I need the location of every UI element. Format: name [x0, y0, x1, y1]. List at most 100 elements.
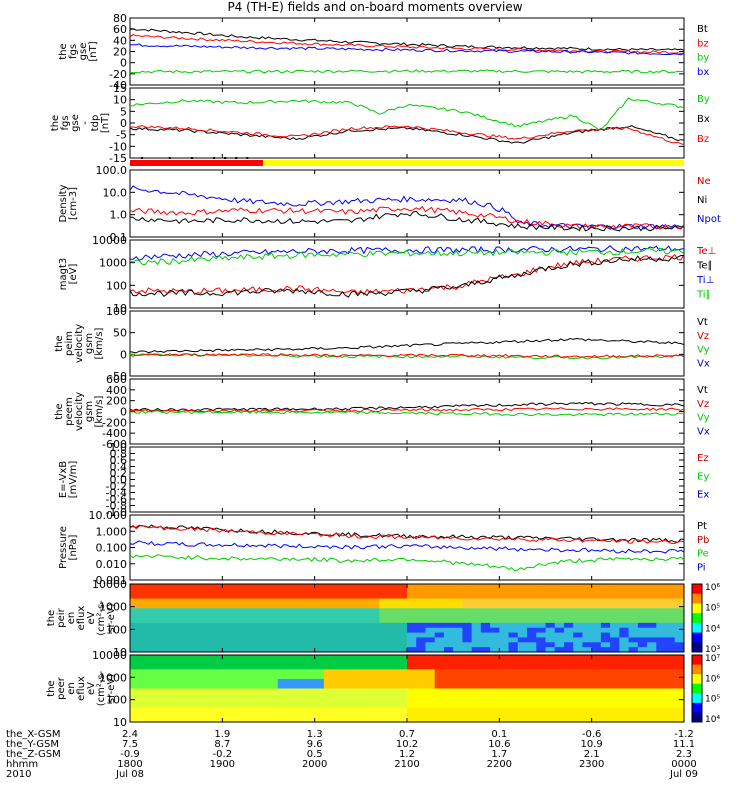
- spectrogram-cell: [166, 702, 177, 709]
- spectrogram-cell: [286, 674, 297, 680]
- spectrogram-cell: [139, 588, 149, 595]
- y-tick-label: -200: [102, 416, 127, 429]
- spectrogram-cell: [407, 707, 417, 713]
- spectrogram-cell: [656, 588, 667, 595]
- y-tick-label: -20: [109, 68, 127, 81]
- spectrogram-cell: [157, 669, 168, 675]
- spectrogram-cell: [416, 642, 426, 648]
- spectrogram-cell: [582, 627, 593, 634]
- spectrogram-cell: [148, 688, 159, 694]
- spectrogram-cell: [323, 637, 334, 643]
- spectrogram-cell: [130, 664, 140, 670]
- legend-entry: Vt: [697, 317, 708, 328]
- spectrogram-cell: [536, 613, 546, 619]
- spectrogram-cell: [148, 669, 159, 675]
- spectrogram-cell: [323, 693, 334, 699]
- spectrogram-cell: [296, 688, 306, 694]
- spectrogram-cell: [342, 598, 353, 604]
- spectrogram-cell: [647, 698, 657, 704]
- spectrogram-cell: [425, 637, 436, 643]
- spectrogram-cell: [231, 632, 242, 638]
- spectrogram-cell: [379, 622, 390, 629]
- spectrogram-cell: [323, 664, 334, 670]
- y-tick-label: 1.0: [110, 209, 128, 222]
- spectrogram-cell: [259, 603, 269, 609]
- spectrogram-cell: [194, 712, 205, 718]
- spectrogram-cell: [203, 588, 214, 595]
- spectrogram-cell: [379, 693, 390, 699]
- spectrogram-cell: [610, 642, 620, 648]
- x-axis-row-value: Jul 08: [115, 769, 144, 780]
- spectrogram-cell: [471, 717, 482, 723]
- x-axis-row-value: 2.3: [676, 749, 692, 760]
- spectrogram-cell: [296, 642, 306, 648]
- spectrogram-cell: [591, 655, 602, 661]
- spectrogram-cell: [425, 683, 436, 689]
- y-tick-label: -0.4: [106, 487, 127, 500]
- spectrogram-cell: [674, 608, 685, 614]
- spectrogram-cell: [194, 693, 205, 699]
- spectrogram-cell: [554, 707, 565, 713]
- spectrogram-cell: [416, 698, 426, 704]
- spectrogram-cell: [508, 603, 519, 609]
- spectrogram-cell: [619, 664, 630, 670]
- spectrogram-cell: [665, 659, 676, 666]
- spectrogram-cell: [397, 647, 408, 653]
- spectrogram-cell: [370, 678, 380, 685]
- spectrogram-cell: [490, 664, 500, 670]
- spectrogram-cell: [231, 618, 242, 624]
- y-tick-label: 0: [120, 117, 127, 130]
- spectrogram-cell: [370, 717, 380, 723]
- spectrogram-cell: [222, 717, 233, 723]
- spectrogram-cell: [213, 637, 223, 643]
- spectrogram-cell: [231, 669, 242, 675]
- spectrogram-cell: [490, 618, 500, 624]
- spectrogram-cell: [388, 659, 399, 666]
- spectrogram-cell: [453, 637, 463, 643]
- spectrogram-cell: [462, 618, 473, 624]
- legend-entry: Vy: [697, 413, 710, 424]
- spectrogram-cell: [573, 588, 583, 595]
- panel-frame: [129, 169, 685, 238]
- spectrogram-cell: [508, 712, 519, 718]
- spectrogram-cell: [157, 588, 168, 595]
- spectrogram-cell: [665, 608, 676, 614]
- spectrogram-cell: [563, 664, 574, 670]
- spectrogram-cell: [490, 683, 500, 689]
- spectrogram-cell: [342, 674, 353, 680]
- spectrogram-cell: [240, 698, 251, 704]
- spectrogram-cell: [130, 588, 140, 595]
- spectrogram-cell: [314, 632, 325, 638]
- spectrogram-cell: [203, 707, 214, 713]
- spectrogram-cell: [665, 627, 676, 634]
- spectrogram-cell: [527, 693, 537, 699]
- spectrogram-cell: [148, 618, 159, 624]
- y-tick-label: 100: [106, 279, 127, 292]
- spectrogram-cell: [563, 584, 574, 590]
- spectrogram-cell: [425, 598, 436, 604]
- spectrogram-cell: [656, 707, 667, 713]
- spectrogram-cell: [517, 664, 528, 670]
- spectrogram-cell: [203, 659, 214, 666]
- spectrogram-cell: [453, 678, 463, 685]
- spectrogram-cell: [628, 613, 639, 619]
- spectrogram-cell: [407, 608, 417, 614]
- spectrogram-cell: [305, 717, 316, 723]
- spectrogram-cell: [425, 647, 436, 653]
- spectrogram-cell: [250, 603, 260, 609]
- spectrogram-cell: [563, 669, 574, 675]
- spectrogram-cell: [517, 627, 528, 634]
- spectrogram-cell: [674, 712, 685, 718]
- spectrogram-cell: [554, 608, 565, 614]
- spectrogram-cell: [397, 642, 408, 648]
- spectrogram-cell: [148, 698, 159, 704]
- spectrogram-cell: [499, 674, 510, 680]
- spectrogram-cell: [351, 678, 362, 685]
- spectrogram-cell: [323, 655, 334, 661]
- spectrogram-cell: [665, 693, 676, 699]
- spectrogram-cell: [490, 698, 500, 704]
- spectrogram-cell: [628, 707, 639, 713]
- y-tick-label: 10000: [92, 649, 127, 662]
- spectrogram-cell: [407, 664, 417, 670]
- spectrogram-cell: [277, 712, 288, 718]
